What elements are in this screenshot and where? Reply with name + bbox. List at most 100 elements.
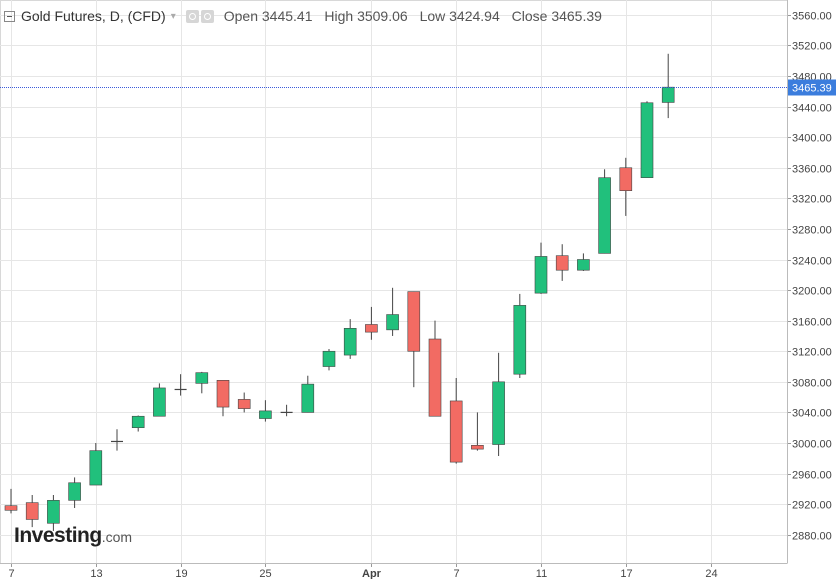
candle[interactable] (365, 306, 378, 340)
candle[interactable] (4, 488, 18, 514)
y-tick-label: 3000.00 (792, 439, 832, 451)
candle-body (301, 383, 315, 413)
candle[interactable] (534, 242, 548, 294)
low-value: 3424.94 (449, 8, 500, 24)
candle[interactable] (619, 157, 633, 216)
candle[interactable] (322, 348, 336, 371)
visibility-icon[interactable] (185, 9, 199, 23)
candle[interactable] (343, 319, 357, 359)
candle-body (428, 338, 442, 417)
grid-layer (0, 0, 788, 564)
candle[interactable] (640, 101, 654, 178)
ohlc-readout: Open 3445.41 High 3509.06 Low 3424.94 Cl… (224, 8, 610, 24)
candle[interactable] (131, 415, 145, 432)
close-label: Close (511, 8, 548, 24)
symbol-title[interactable]: Gold Futures, D, (CFD) (21, 8, 166, 24)
chevron-down-icon[interactable]: ▾ (170, 10, 176, 22)
candle-layer (4, 53, 675, 531)
candle[interactable] (89, 443, 103, 486)
x-tick-label: 7 (453, 568, 459, 579)
candle-body (598, 177, 611, 254)
candle[interactable] (47, 494, 60, 531)
candle-body (89, 450, 103, 486)
candle-body (471, 444, 484, 450)
candle-body (322, 350, 336, 367)
candle[interactable] (216, 380, 230, 417)
candle[interactable] (555, 244, 569, 281)
y-tick-label: 3200.00 (792, 286, 832, 298)
x-tick-label: 19 (175, 568, 187, 579)
investing-logo: Investing .com (14, 524, 132, 548)
candle[interactable] (386, 287, 399, 336)
candle[interactable] (513, 293, 527, 379)
collapse-icon[interactable] (4, 10, 15, 22)
candle-body (4, 505, 18, 511)
candle[interactable] (301, 375, 315, 413)
current-price-tag (788, 79, 836, 96)
x-tick-label: 7 (8, 568, 14, 579)
x-tick-label: 25 (259, 568, 271, 579)
y-tick-label: 2960.00 (792, 470, 832, 482)
candle-body (661, 86, 675, 103)
y-tick-label: 3520.00 (792, 41, 832, 53)
candle[interactable] (577, 253, 590, 271)
high-value: 3509.06 (357, 8, 408, 24)
candle-body (534, 256, 548, 294)
candle[interactable] (280, 404, 293, 417)
y-tick-label: 3280.00 (792, 225, 832, 237)
logo-brand: Investing (14, 524, 102, 547)
x-tick-label: 13 (90, 568, 102, 579)
candle[interactable] (661, 53, 675, 119)
candle-body (216, 380, 230, 408)
candle[interactable] (471, 412, 484, 451)
candle[interactable] (237, 392, 251, 413)
candle[interactable] (174, 374, 187, 396)
candle-body (555, 255, 569, 271)
candle-body (449, 400, 463, 463)
candle-body (25, 502, 39, 520)
price-line-layer: 3465.39 (0, 79, 836, 96)
candle[interactable] (407, 291, 421, 388)
y-tick-label: 3160.00 (792, 317, 832, 329)
x-tick-label: 24 (705, 568, 717, 579)
candle-body (237, 399, 251, 409)
candle[interactable] (449, 378, 463, 464)
candle-body (407, 291, 421, 352)
candle-body (68, 482, 81, 501)
candle-body (343, 328, 357, 356)
open-value: 3445.41 (261, 8, 313, 24)
candle-body (492, 381, 505, 445)
candle[interactable] (111, 429, 123, 451)
y-tick-label: 3080.00 (792, 378, 832, 390)
y-tick-label: 3440.00 (792, 103, 832, 115)
settings-icon[interactable] (200, 9, 214, 23)
candle[interactable] (153, 383, 166, 417)
candle[interactable] (68, 477, 81, 508)
y-tick-label: 3240.00 (792, 256, 832, 268)
y-tick-label: 2920.00 (792, 500, 832, 512)
candle-body (640, 102, 654, 178)
candle-body (47, 500, 60, 524)
candle[interactable] (195, 371, 209, 394)
candle-body (259, 410, 272, 419)
current-price-label: 3465.39 (792, 83, 832, 95)
candle[interactable] (25, 494, 39, 528)
low-label: Low (419, 8, 446, 24)
candle-body (386, 314, 399, 331)
close-value: 3465.39 (551, 8, 602, 24)
logo-tld: .com (101, 529, 133, 545)
candle[interactable] (598, 169, 611, 254)
y-tick-label: 3360.00 (792, 164, 832, 176)
y-tick-label: 3560.00 (792, 11, 832, 23)
y-tick-label: 3120.00 (792, 347, 832, 359)
candle[interactable] (259, 400, 272, 422)
candle[interactable] (492, 352, 505, 456)
x-tick-label: Apr (362, 568, 382, 579)
candle-body (131, 415, 145, 429)
candle-body (153, 387, 166, 417)
y-tick-label: 3040.00 (792, 408, 832, 420)
x-tick-label: 11 (536, 568, 547, 579)
candle[interactable] (428, 320, 442, 417)
